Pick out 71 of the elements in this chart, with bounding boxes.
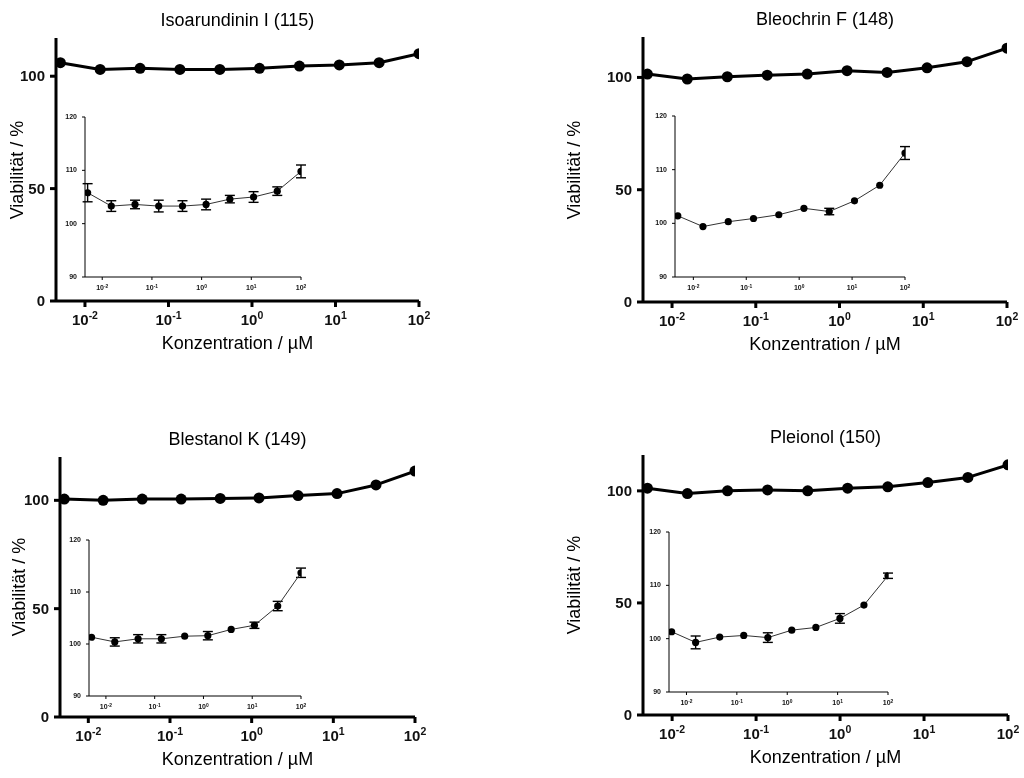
chart-title: Pleionol (150) xyxy=(768,427,883,448)
x-tick-label: 10$^{0}$ xyxy=(240,725,264,744)
x-tick-label: 10$^{0}$ xyxy=(828,310,851,329)
x-tick-label: 10$^{2}$ xyxy=(407,309,431,328)
point xyxy=(214,492,226,504)
x-tick-label: 10$^{-1}$ xyxy=(742,310,769,329)
x-tick-label: 10$^{1}$ xyxy=(324,309,347,328)
point xyxy=(253,492,265,504)
y-axis-title: Viabilität / % xyxy=(564,119,585,221)
point xyxy=(292,490,304,502)
y-tick-label: 100 xyxy=(19,67,45,85)
x-axis-title: Konzentration / µM xyxy=(160,333,315,354)
x-tick-label: 10$^{1}$ xyxy=(912,723,936,742)
point xyxy=(722,485,734,497)
x-tick-label: 10$^{0}$ xyxy=(828,723,852,742)
y-tick-label: 100 xyxy=(606,68,632,86)
point xyxy=(721,71,733,83)
point xyxy=(175,493,187,505)
x-axis-title: Konzentration / µM xyxy=(748,334,902,355)
point xyxy=(921,62,933,74)
y-tick-label: 100 xyxy=(23,491,49,509)
point xyxy=(882,481,894,493)
point xyxy=(97,494,109,506)
point xyxy=(962,471,974,483)
x-tick-label: 10$^{-2}$ xyxy=(71,309,99,328)
point xyxy=(331,488,343,500)
point xyxy=(761,69,773,81)
y-axis-title: Viabilität / % xyxy=(9,537,29,637)
point xyxy=(961,56,973,68)
point xyxy=(881,66,893,78)
chart-title: Bleochrin F (148) xyxy=(754,9,896,30)
x-tick-label: 10$^{-1}$ xyxy=(155,309,182,328)
x-tick-label: 10$^{-2}$ xyxy=(659,723,686,742)
y-tick-label: 0 xyxy=(623,706,632,723)
point xyxy=(842,482,854,494)
y-axis-title: Viabilität / % xyxy=(7,120,27,219)
point xyxy=(802,485,814,497)
x-axis-title: Konzentration / µM xyxy=(748,747,903,768)
x-tick-label: 10$^{2}$ xyxy=(995,310,1019,329)
y-tick-label: 0 xyxy=(36,292,45,309)
chart-title: Blestanol K (149) xyxy=(167,429,308,450)
x-tick-label: 10$^{-1}$ xyxy=(743,723,770,742)
x-tick-label: 10$^{-2}$ xyxy=(75,725,102,744)
x-axis-title: Konzentration / µM xyxy=(160,749,315,770)
x-tick-label: 10$^{-1}$ xyxy=(156,725,184,744)
point xyxy=(370,479,382,491)
x-tick-label: 10$^{1}$ xyxy=(911,310,935,329)
y-tick-label: 50 xyxy=(615,593,632,611)
point xyxy=(841,65,853,77)
chart-title: Isoarundinin I (115) xyxy=(159,10,316,31)
point xyxy=(681,73,693,85)
point xyxy=(681,488,693,500)
point xyxy=(801,68,813,80)
y-axis-title: Viabilität / % xyxy=(564,534,585,637)
x-tick-label: 10$^{-2}$ xyxy=(659,310,686,329)
x-tick-label: 10$^{1}$ xyxy=(322,725,345,744)
point xyxy=(643,68,653,80)
y-tick-label: 0 xyxy=(623,293,632,310)
point xyxy=(136,493,148,505)
y-tick-label: 50 xyxy=(32,599,49,617)
y-tick-label: 50 xyxy=(28,179,45,197)
y-tick-label: 0 xyxy=(40,708,49,725)
point xyxy=(60,493,70,505)
y-tick-label: 50 xyxy=(615,180,632,198)
x-tick-label: 10$^{0}$ xyxy=(240,309,264,328)
x-tick-label: 10$^{2}$ xyxy=(403,725,427,744)
x-tick-label: 10$^{2}$ xyxy=(996,723,1020,742)
point xyxy=(762,484,774,496)
point xyxy=(922,477,934,489)
y-tick-label: 100 xyxy=(606,481,632,499)
point xyxy=(643,482,653,494)
